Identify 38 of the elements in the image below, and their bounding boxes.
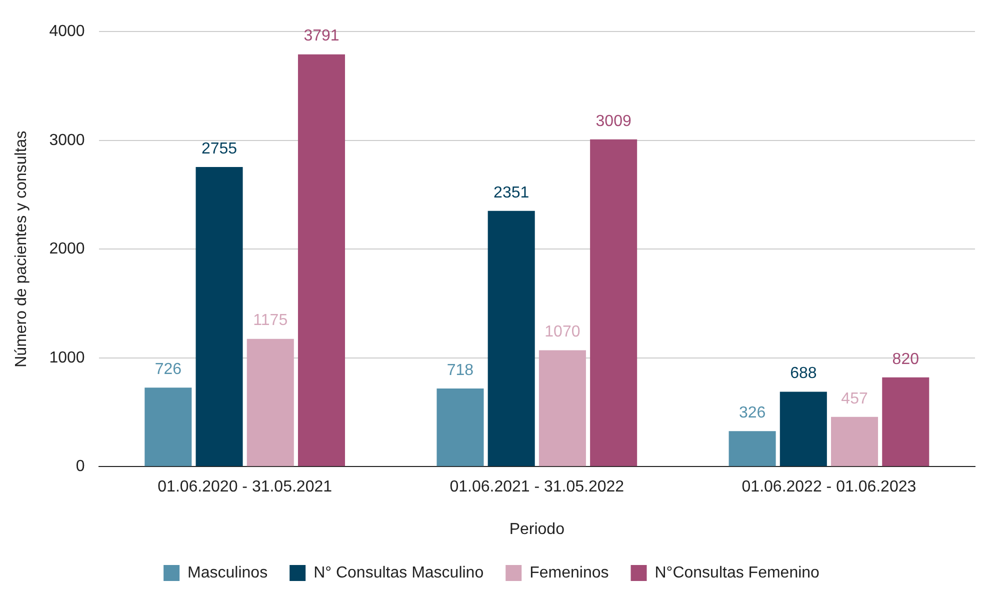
- bar: [728, 431, 776, 466]
- bar: [780, 392, 827, 466]
- bar: [298, 54, 346, 466]
- bar: [831, 416, 878, 466]
- data-label: 718: [446, 362, 474, 379]
- data-label: 3009: [596, 112, 632, 130]
- y-tick-label: 2000: [49, 240, 85, 258]
- x-tick-label: 01.06.2022 - 01.06.2023: [742, 478, 916, 496]
- y-tick-label: 1000: [49, 349, 85, 366]
- data-label: 2351: [494, 184, 530, 202]
- bar: [488, 210, 535, 466]
- data-label: 820: [892, 350, 920, 368]
- bar: [144, 388, 192, 466]
- x-axis-title: Periodo: [509, 520, 565, 538]
- data-label: 3791: [304, 28, 340, 45]
- data-label: 457: [841, 390, 868, 408]
- legend-label: Masculinos: [188, 564, 268, 582]
- bar: [538, 350, 586, 466]
- data-label: 1175: [253, 312, 288, 330]
- y-tick-label: 0: [76, 458, 85, 476]
- bar: [246, 338, 294, 466]
- bar: [436, 388, 484, 466]
- y-axis-title: Número de pacientes y consultas: [13, 130, 30, 368]
- bar: [196, 166, 243, 466]
- data-label: 326: [738, 404, 766, 422]
- bar: [590, 139, 638, 466]
- y-tick-label: 3000: [49, 132, 85, 149]
- legend-label: N°Consultas Femenino: [654, 564, 820, 582]
- legend-label: N° Consultas Masculino: [314, 564, 484, 582]
- bar: [882, 377, 930, 466]
- data-label: 688: [790, 365, 817, 382]
- data-label: 1070: [544, 324, 580, 341]
- data-label: 726: [154, 361, 182, 378]
- y-tick-label: 4000: [49, 23, 85, 40]
- data-label: 2755: [201, 140, 238, 158]
- x-tick-label: 01.06.2020 - 31.05.2021: [158, 478, 332, 496]
- x-tick-label: 01.06.2021 - 31.05.2022: [450, 478, 624, 496]
- legend-label: Femeninos: [530, 564, 609, 582]
